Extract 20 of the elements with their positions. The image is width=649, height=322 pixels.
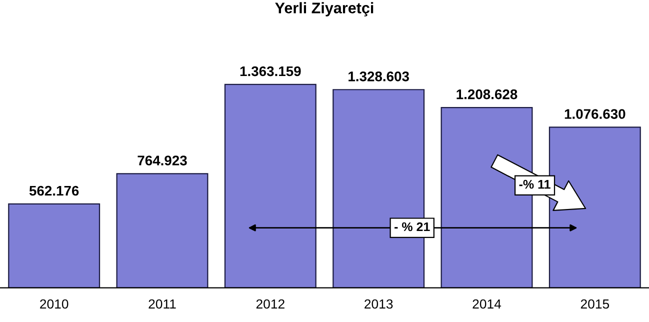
data-label: 562.176 [29,186,79,196]
x-tick-label: 2013 [364,299,393,309]
bar [440,106,533,288]
x-tick-label: 2014 [472,299,502,309]
data-label: 764.923 [138,156,187,166]
data-label: 1.363.159 [240,66,301,76]
bar [116,173,208,288]
x-tick-label: 2010 [40,299,68,309]
x-tick-label: 2011 [148,299,176,309]
bar [8,203,100,288]
x-tick-label: 2015 [580,299,610,309]
x-tick-label: 2012 [256,299,284,309]
data-label: 1.208.628 [456,89,518,100]
bar [548,126,641,288]
bar [224,84,316,288]
data-label: 1.328.603 [348,71,409,82]
annotation: - % 21 [394,222,430,232]
chart-title: Yerli Ziyaretçi [275,2,374,16]
data-label: 1.076.630 [564,109,626,119]
annotation: -% 11 [519,180,550,189]
